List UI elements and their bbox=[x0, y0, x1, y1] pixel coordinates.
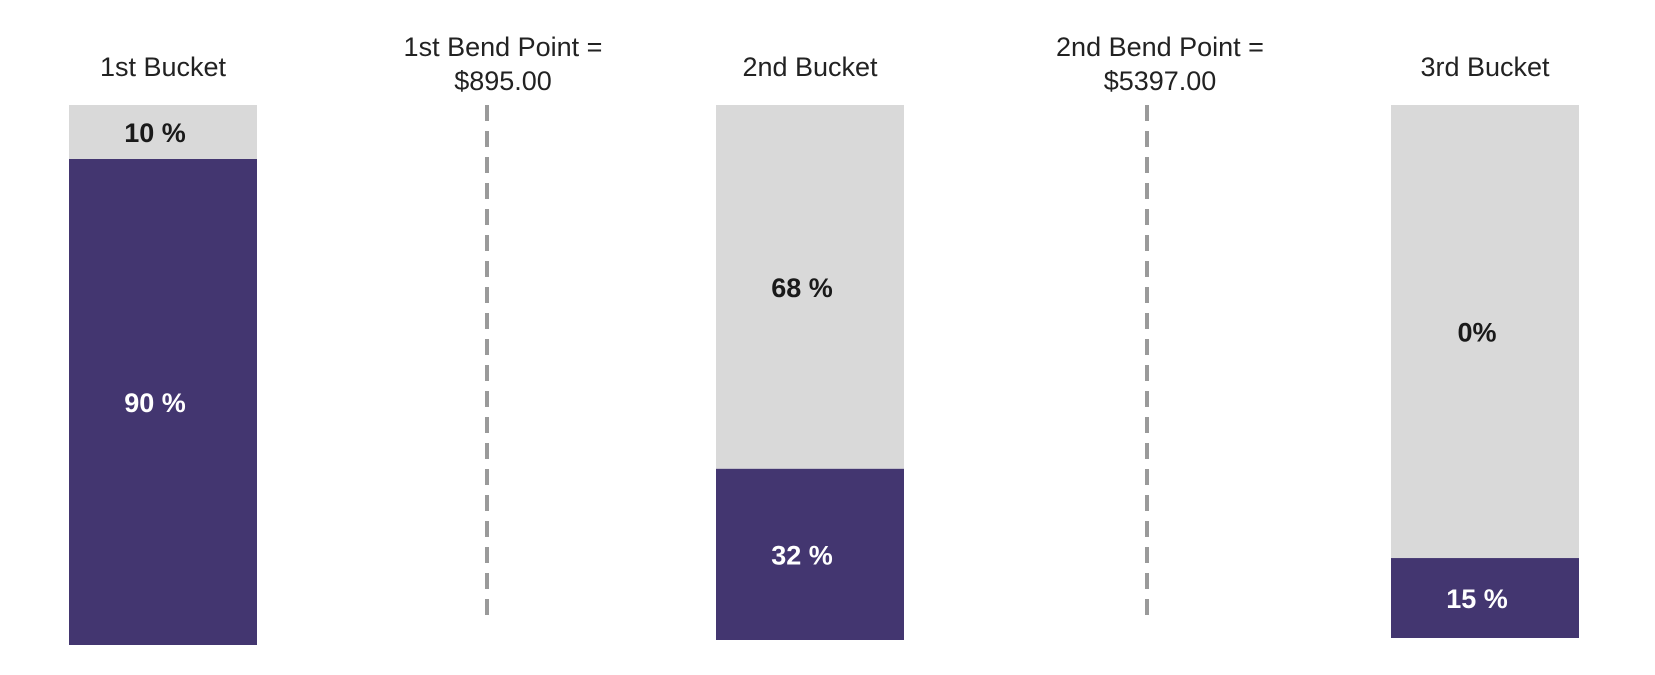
bucket-2-header: 2nd Bucket bbox=[742, 52, 878, 82]
bucket-3-share-label: 15 % bbox=[1446, 584, 1508, 614]
bucket-3-share-bar bbox=[1391, 558, 1579, 638]
bucket-3-remainder-label: 0% bbox=[1457, 318, 1496, 348]
bend-point-2-label: 2nd Bend Point = bbox=[1056, 32, 1264, 62]
bucket-1-remainder-label: 10 % bbox=[124, 118, 186, 148]
bend-point-1-label: 1st Bend Point = bbox=[404, 32, 603, 62]
bucket-2-remainder-bar bbox=[716, 105, 904, 469]
bucket-1-share-bar bbox=[69, 159, 257, 645]
bucket-1-remainder-bar bbox=[69, 105, 257, 159]
bucket-2-share-label: 32 % bbox=[771, 540, 833, 570]
bend-point-2-value: $5397.00 bbox=[1104, 66, 1217, 96]
bucket-1-header: 1st Bucket bbox=[100, 52, 227, 82]
bend-point-1-value: $895.00 bbox=[454, 66, 552, 96]
bucket-3-remainder-bar bbox=[1391, 105, 1579, 559]
bucket-1-share-label: 90 % bbox=[124, 388, 186, 418]
bucket-2-remainder-label: 68 % bbox=[771, 273, 833, 303]
bucket-3-header: 3rd Bucket bbox=[1420, 52, 1550, 82]
bucket-2-share-bar bbox=[716, 468, 904, 640]
